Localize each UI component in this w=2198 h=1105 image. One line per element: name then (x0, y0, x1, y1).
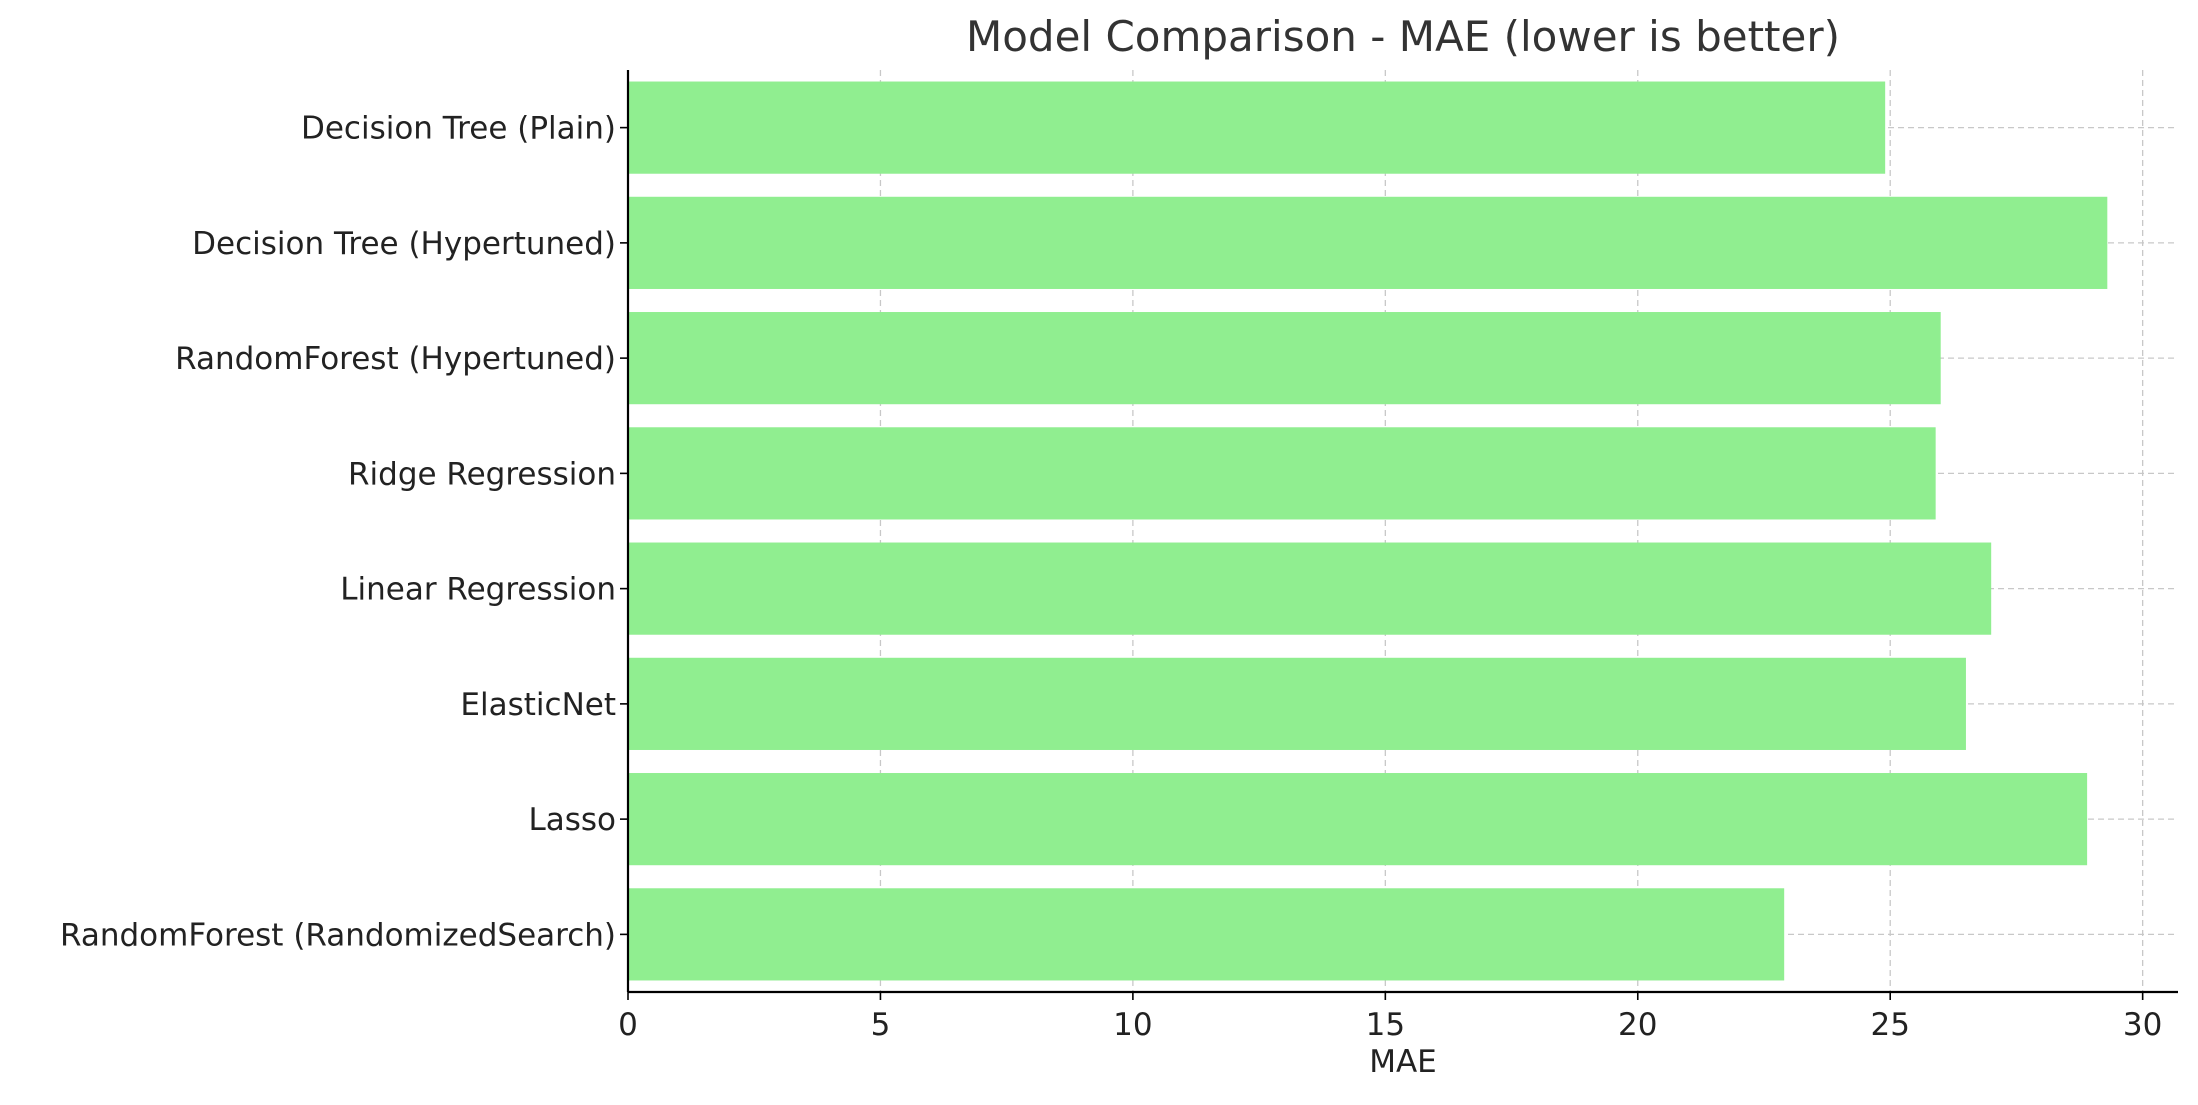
x-axis-label: MAE (1369, 1044, 1437, 1080)
x-tick-label: 15 (1366, 1007, 1405, 1043)
x-tick-label: 20 (1618, 1007, 1657, 1043)
bar (628, 196, 2108, 289)
x-tick-label: 25 (1870, 1007, 1909, 1043)
y-tick-label: RandomForest (RandomizedSearch) (60, 917, 616, 953)
y-tick-label: Decision Tree (Hypertuned) (192, 226, 616, 262)
bars (628, 81, 2108, 981)
bar (628, 773, 2088, 866)
bar (628, 81, 1886, 174)
y-tick-label: ElasticNet (460, 687, 616, 723)
y-tick-label: Lasso (528, 802, 616, 838)
y-tick-label: Linear Regression (340, 572, 616, 608)
bar (628, 542, 1992, 635)
bar (628, 427, 1936, 520)
x-tick-label: 30 (2123, 1007, 2162, 1043)
bar (628, 312, 1941, 405)
y-tick-label: Decision Tree (Plain) (301, 111, 616, 147)
y-tick-label: RandomForest (Hypertuned) (175, 341, 616, 377)
x-tick-label: 10 (1113, 1007, 1152, 1043)
bar (628, 657, 1966, 750)
y-tick-label: Ridge Regression (348, 456, 616, 492)
chart-title: Model Comparison - MAE (lower is better) (966, 12, 1840, 61)
tick-labels: 0 5 10 15 20 25 30 Decision Tree (Plain) Decisio… (60, 111, 2162, 1043)
x-tick-label: 0 (618, 1007, 638, 1043)
bar (628, 888, 1785, 981)
x-tick-label: 5 (871, 1007, 891, 1043)
axes (620, 70, 2178, 1000)
